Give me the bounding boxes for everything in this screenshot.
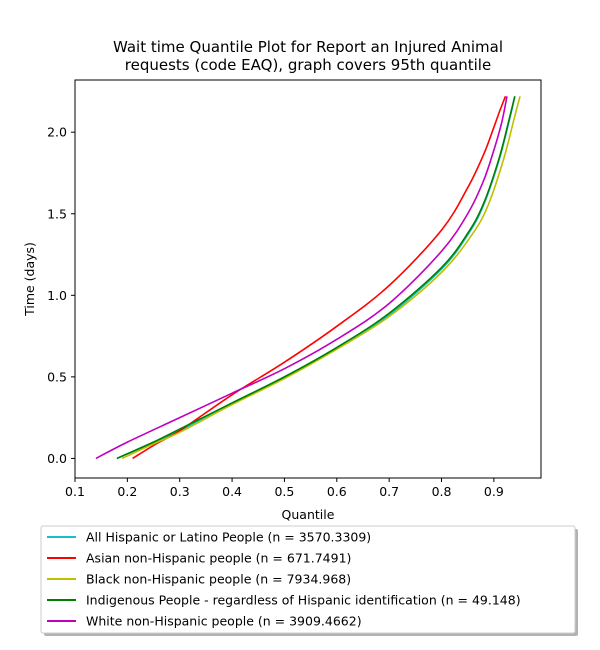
x-tick-label: 0.4	[222, 484, 242, 499]
legend-label: All Hispanic or Latino People (n = 3570.…	[86, 530, 371, 545]
x-tick-label: 0.9	[484, 484, 504, 499]
legend-box	[40, 525, 576, 634]
legend-label: Black non-Hispanic people (n = 7934.968)	[86, 572, 351, 587]
x-tick-label: 0.7	[379, 484, 399, 499]
y-tick-label: 1.5	[47, 206, 67, 221]
chart-title-line2: requests (code EAQ), graph covers 95th q…	[125, 56, 491, 74]
chart-title-line1: Wait time Quantile Plot for Report an In…	[113, 38, 503, 56]
x-tick-label: 0.6	[327, 484, 347, 499]
legend: All Hispanic or Latino People (n = 3570.…	[40, 525, 578, 636]
legend-label: Indigenous People - regardless of Hispan…	[86, 593, 521, 608]
series-line-4	[95, 96, 508, 460]
plot-frame	[74, 79, 542, 479]
y-tick-label: 0.0	[47, 451, 67, 466]
series-line-2	[121, 96, 521, 460]
x-tick-label: 0.5	[274, 484, 294, 499]
x-tick-label: 0.1	[65, 484, 85, 499]
series-line-3	[116, 96, 516, 460]
y-tick-label: 0.5	[47, 369, 67, 384]
x-tick-label: 0.8	[432, 484, 452, 499]
x-axis-label: Quantile	[282, 507, 335, 522]
y-tick-label: 2.0	[47, 125, 67, 140]
series-line-0	[116, 96, 516, 460]
y-axis-label: Time (days)	[22, 242, 37, 317]
legend-label: Asian non-Hispanic people (n = 671.7491)	[86, 551, 351, 566]
x-axis: 0.1 0.2 0.3 0.4 0.5 0.6 0.7 0.8 0.9	[65, 478, 504, 499]
plot-area	[95, 96, 521, 460]
legend-label: White non-Hispanic people (n = 3909.4662…	[86, 614, 362, 629]
x-tick-label: 0.2	[117, 484, 137, 499]
y-axis: 0.0 0.5 1.0 1.5 2.0	[47, 125, 75, 466]
y-tick-label: 1.0	[47, 288, 67, 303]
series-line-1	[132, 96, 507, 460]
x-tick-label: 0.3	[170, 484, 190, 499]
